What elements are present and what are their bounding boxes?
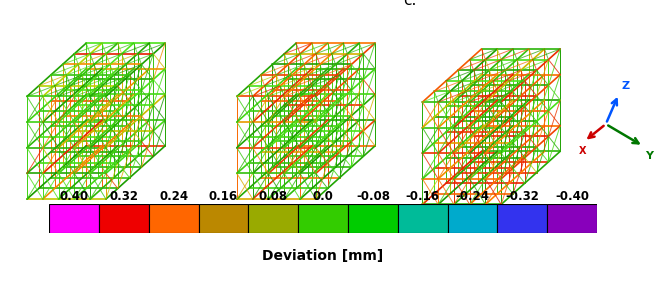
Text: Deviation [mm]: Deviation [mm] — [262, 249, 384, 263]
Bar — [199, 204, 249, 233]
Text: -0.08: -0.08 — [356, 190, 390, 203]
Text: Y: Y — [645, 151, 653, 161]
Bar — [99, 204, 149, 233]
Bar — [49, 204, 99, 233]
Text: -0.32: -0.32 — [505, 190, 539, 203]
Text: 0.08: 0.08 — [258, 190, 288, 203]
Text: -0.24: -0.24 — [455, 190, 489, 203]
Text: -0.16: -0.16 — [405, 190, 440, 203]
Bar — [398, 204, 447, 233]
Text: 0.24: 0.24 — [159, 190, 188, 203]
Text: b.: b. — [217, 0, 232, 2]
Text: 0.32: 0.32 — [110, 190, 138, 203]
Bar — [249, 204, 298, 233]
Bar — [447, 204, 497, 233]
Text: 0.0: 0.0 — [313, 190, 333, 203]
Bar — [497, 204, 547, 233]
Text: a.: a. — [7, 0, 22, 2]
Bar — [298, 204, 348, 233]
Text: 0.40: 0.40 — [60, 190, 89, 203]
Text: -0.40: -0.40 — [555, 190, 589, 203]
Bar — [149, 204, 199, 233]
Text: Z: Z — [622, 81, 630, 91]
Bar — [547, 204, 597, 233]
Text: c.: c. — [403, 0, 416, 8]
Text: 0.16: 0.16 — [209, 190, 238, 203]
Bar — [348, 204, 398, 233]
Text: X: X — [579, 146, 586, 156]
